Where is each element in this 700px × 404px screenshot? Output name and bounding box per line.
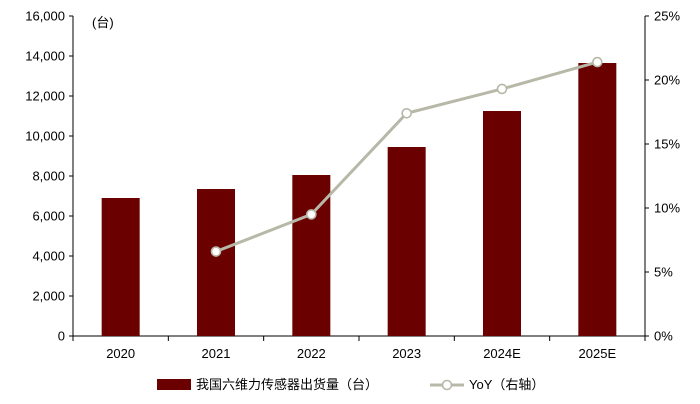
x-tick-label: 2025E [579,346,617,361]
yoy-point-2022 [306,209,317,220]
axes-layer [69,15,649,341]
yoy-point-2023 [401,107,412,119]
left-axis-unit-label: (台) [92,15,114,30]
left-tick-label: 14,000 [25,49,65,64]
x-tick-label: 2024E [483,346,521,361]
x-tick-label: 2020 [106,346,135,361]
legend-swatch-marker [441,379,453,391]
right-tick-label: 0% [654,329,673,344]
bar-2020 [101,198,140,336]
yoy-point-2021 [210,246,222,257]
labels-layer: 0 2,000 4,000 6,000 8,000 10,000 12,000 14,000 1… [25,9,680,362]
yoy-point-2025E [592,56,603,68]
legend-label-line: YoY（右轴） [469,377,544,392]
left-tick-label: 10,000 [25,129,65,144]
left-tick-label: 16,000 [25,9,65,24]
right-tick-label: 5% [654,265,673,280]
left-tick-label: 12,000 [25,89,65,104]
left-tick-label: 0 [58,329,65,344]
legend-label-bar: 我国六维力传感器出货量（台） [196,377,378,392]
x-tick-label: 2023 [392,346,421,361]
x-tick-label: 2021 [202,346,231,361]
legend: 我国六维力传感器出货量（台） YoY（右轴） [157,377,544,392]
legend-swatch-bar [157,379,191,390]
left-tick-label: 2,000 [32,289,65,304]
left-tick-label: 6,000 [32,209,65,224]
bars-layer [101,63,617,336]
bar-2024E [483,111,521,336]
right-tick-label: 20% [654,73,680,88]
bar-2023 [387,147,426,336]
left-tick-label: 8,000 [32,169,65,184]
right-tick-label: 15% [654,137,680,152]
right-tick-label: 10% [654,201,680,216]
bar-2025E [578,63,617,336]
yoy-point-2024E [496,83,508,95]
right-tick-label: 25% [654,9,680,24]
x-tick-label: 2022 [297,346,326,361]
left-tick-label: 4,000 [32,249,65,264]
bar-2021 [197,189,235,336]
line-layer [210,56,603,257]
